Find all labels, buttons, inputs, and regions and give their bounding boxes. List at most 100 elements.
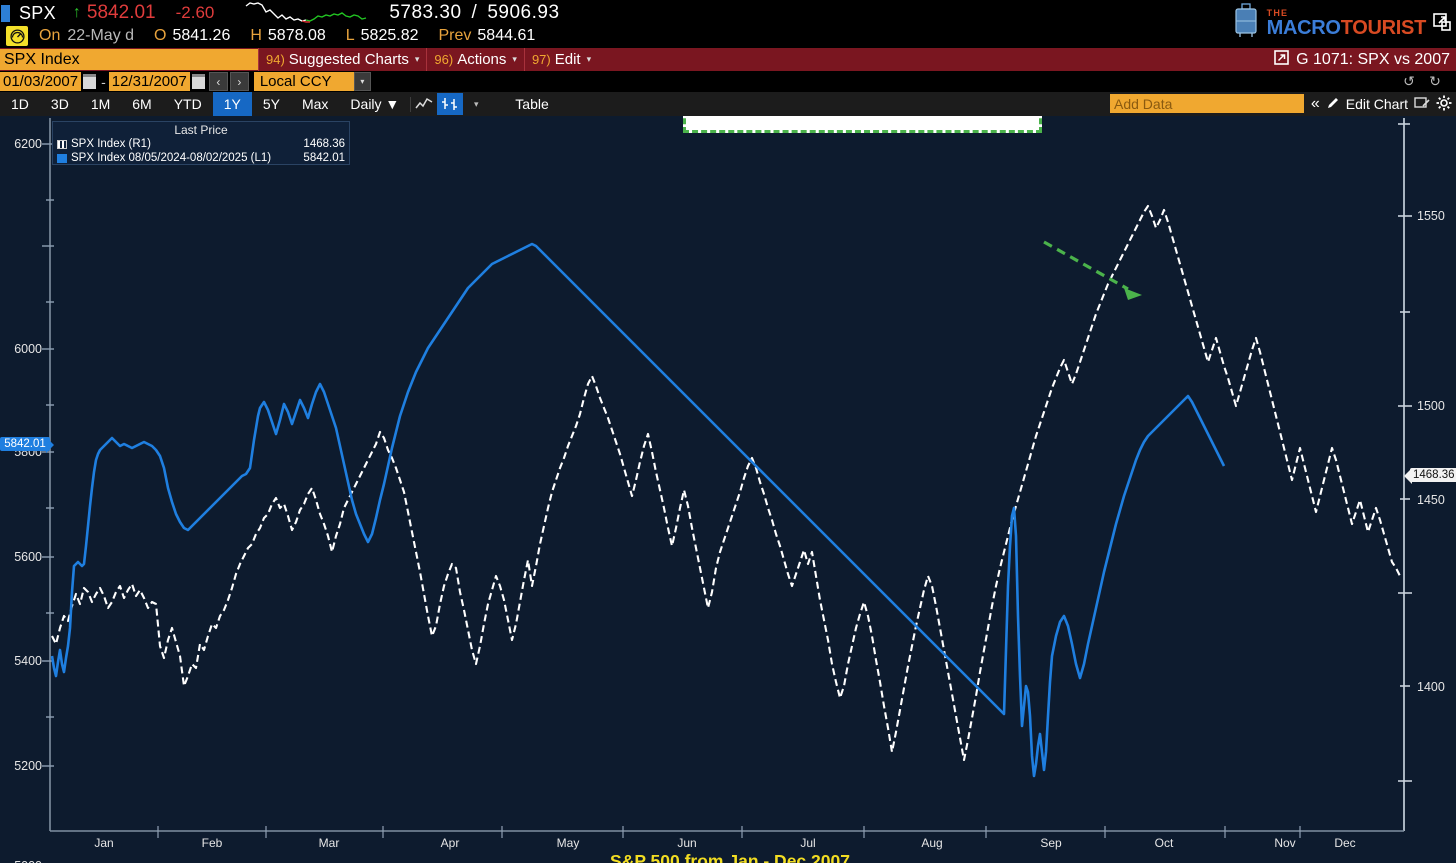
calendar-icon[interactable]	[191, 74, 205, 89]
legend-row-blue[interactable]: SPX Index 08/05/2024-08/02/2025 (L1) 584…	[53, 151, 349, 165]
pencil-icon[interactable]	[1326, 96, 1340, 113]
chevron-down-icon[interactable]: ▾	[353, 72, 371, 91]
low-label: L	[345, 27, 355, 44]
start-date-input[interactable]: 01/03/2007	[0, 72, 82, 91]
macro-tourist-logo: THE MACROTOURIST	[1233, 0, 1426, 47]
bar-chart-icon[interactable]	[437, 93, 464, 115]
timeframe-max[interactable]: Max	[301, 96, 329, 112]
sparkline-icon	[244, 0, 369, 26]
date-range-dash: -	[101, 73, 106, 90]
quote-header-row-ohlc: On 22-May d O 5841.26 H 5878.08 L 5825.8…	[0, 24, 1456, 48]
quote-header: SPX ↑ 5842.01 -2.60 5783.30 / 5906.93	[0, 0, 1456, 48]
timeframe-1d[interactable]: 1D	[11, 96, 29, 112]
undo-redo-group: ↺ ↻	[1398, 72, 1456, 91]
series-spx-2024-2025	[50, 242, 1226, 778]
high-label: H	[250, 27, 262, 44]
annotate-icon[interactable]	[1414, 96, 1430, 113]
timeframe-ytd[interactable]: YTD	[173, 96, 202, 112]
caption-line-1: S&P 500 from Jan - Dec 2007	[610, 851, 850, 863]
prev-label: Prev	[438, 27, 472, 44]
line-chart-icon[interactable]	[411, 93, 437, 115]
menu-number-96: 96)	[434, 52, 454, 67]
redo-button[interactable]: ↻	[1429, 73, 1441, 89]
y-right-tick-1550: 1550	[1417, 209, 1445, 223]
function-bar: SPX Index 94) Suggested Charts ▾ 96) Act…	[0, 48, 1456, 71]
suitcase-icon	[1233, 3, 1259, 44]
menu-label-actions: Actions	[457, 51, 507, 68]
timeframe-1y[interactable]: 1Y	[212, 92, 252, 116]
menu-label-suggested-charts: Suggested Charts	[288, 51, 409, 68]
chart-options-dropdown[interactable]: ▾	[474, 98, 479, 109]
date-range-row: 01/03/2007 - 12/31/2007 ‹ › Local CCY ▾ …	[0, 71, 1456, 92]
expand-window-icon[interactable]	[1432, 12, 1452, 37]
edit-chart-button[interactable]: Edit Chart	[1345, 96, 1408, 112]
y-left-tick-5200: 5200	[14, 759, 42, 773]
y-left-tick-5600: 5600	[14, 550, 42, 564]
popout-icon[interactable]	[1274, 49, 1289, 70]
y-right-tick-1500: 1500	[1417, 399, 1445, 413]
timeframe-6m[interactable]: 6M	[132, 96, 152, 112]
menu-edit[interactable]: 97) Edit ▾	[523, 48, 598, 71]
y-left-tick-5000: 5000	[0, 859, 42, 863]
y-right-tick-1400: 1400	[1417, 680, 1445, 694]
x-tick-jun: Jun	[677, 836, 697, 850]
legend-row-white[interactable]: SPX Index (R1) 1468.36	[53, 137, 349, 151]
logo-wordmark: THE MACROTOURIST	[1266, 8, 1427, 39]
x-tick-jan: Jan	[94, 836, 114, 850]
add-data-input[interactable]: Add Data	[1110, 94, 1304, 113]
logo-tourist-text: TOURIST	[1340, 17, 1427, 39]
screen-title-group: G 1071: SPX vs 2007	[1274, 49, 1456, 70]
x-tick-nov: Nov	[1274, 836, 1296, 850]
timeframe-5y[interactable]: 5Y	[262, 96, 280, 112]
screen-title: G 1071: SPX vs 2007	[1296, 50, 1450, 68]
timeframe-1m[interactable]: 1M	[90, 96, 111, 112]
toolbar-divider	[410, 96, 412, 112]
menu-label-edit: Edit	[554, 51, 581, 68]
x-tick-aug: Aug	[921, 836, 943, 850]
gauge-icon[interactable]	[6, 26, 28, 46]
y-right-tick-1450: 1450	[1417, 493, 1445, 507]
y-left-tick-6000: 6000	[14, 342, 42, 356]
x-tick-may: May	[556, 836, 580, 850]
annotation-arrow-icon	[1043, 240, 1142, 300]
chart-canvas[interactable]: Last Price SPX Index (R1) 1468.36 SPX In…	[0, 116, 1456, 863]
last-price: 5842.01	[86, 2, 156, 23]
right-axis-price-marker: 1468.36	[1410, 468, 1456, 482]
ticker-symbol[interactable]: SPX	[19, 2, 56, 23]
end-date-input[interactable]: 12/31/2007	[108, 72, 190, 91]
currency-selector[interactable]: Local CCY	[253, 72, 354, 91]
menu-actions[interactable]: 96) Actions ▾	[426, 48, 524, 71]
next-period-button[interactable]: ›	[229, 72, 249, 91]
undo-button[interactable]: ↺	[1403, 73, 1415, 89]
x-tick-oct: Oct	[1154, 836, 1174, 850]
x-tick-mar: Mar	[318, 836, 340, 850]
collapse-panel-button[interactable]: «	[1310, 95, 1320, 112]
chart-tools-group: « Edit Chart	[1311, 92, 1452, 116]
x-tick-jul: Jul	[800, 836, 816, 850]
gear-icon[interactable]	[1436, 95, 1452, 114]
menu-number-94: 94)	[266, 52, 285, 67]
menu-suggested-charts[interactable]: 94) Suggested Charts ▾	[258, 48, 426, 71]
table-view-button[interactable]: Table	[515, 96, 549, 112]
chevron-down-icon: ▾	[586, 54, 592, 64]
open-label: O	[154, 27, 167, 44]
low-value: 5825.82	[360, 27, 419, 44]
prev-value: 5844.61	[477, 27, 536, 44]
security-input[interactable]: SPX Index	[0, 49, 258, 70]
interval-selector[interactable]: Daily ▼	[350, 96, 400, 112]
ask-price: 5906.93	[487, 2, 560, 23]
legend-label-spx-2007: SPX Index (R1)	[71, 138, 151, 150]
y-left-tick-5400: 5400	[14, 654, 42, 668]
quote-date: 22-May d	[67, 27, 135, 44]
prev-period-button[interactable]: ‹	[208, 72, 228, 91]
x-tick-apr: Apr	[440, 836, 460, 850]
chevron-down-icon: ▾	[512, 54, 517, 64]
legend-value-spx-2024: 5842.01	[303, 152, 345, 164]
chevron-down-icon: ▾	[414, 54, 420, 64]
timeframe-3d[interactable]: 3D	[50, 96, 69, 112]
timeframe-toolbar: 1D 3D 1M 6M YTD 1Y 5Y Max Daily ▼ ▾ Tabl…	[0, 92, 1456, 116]
calendar-icon[interactable]	[83, 74, 97, 89]
left-axis-price-marker: 5842.01	[0, 437, 50, 451]
legend-swatch-white-dashed	[57, 139, 67, 149]
logo-the-text: THE	[1266, 8, 1289, 18]
